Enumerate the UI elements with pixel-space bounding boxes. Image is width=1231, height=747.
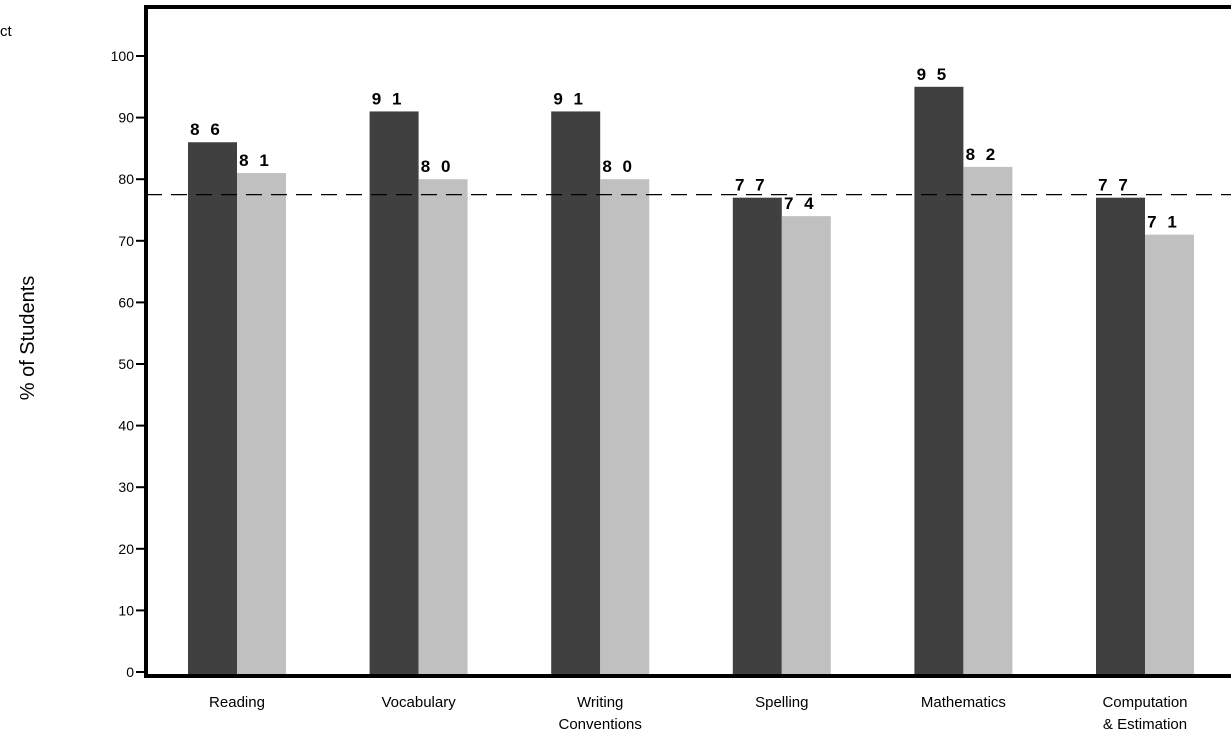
bar [600,179,650,674]
category-label: & Estimation [1103,716,1187,733]
y-tick-label: 10 [118,602,134,618]
bar [418,179,468,674]
bar-value-label: 8 0 [602,157,635,176]
bars-group: 8 68 19 18 09 18 07 77 49 58 27 77 1 [188,65,1194,675]
bar-value-label: 9 5 [917,65,950,84]
bar-value-label: 7 7 [735,176,768,195]
y-tick-label: 30 [118,479,134,495]
bar [188,142,237,675]
bar-value-label: 7 4 [784,194,817,213]
x-axis-labels: Reading Vocabulary Writing Conventions Spell… [209,694,1187,733]
category-label: Conventions [559,716,642,733]
bar [1145,234,1194,674]
bar [963,166,1013,674]
y-axis-title: % of Students [17,276,39,401]
corner-text-fragment: ct [0,23,13,40]
plot-frame [144,5,1231,678]
bar-value-label: 8 1 [239,151,272,170]
y-tick-label: 60 [118,294,134,310]
bar [237,173,286,675]
bar [781,216,831,674]
category-label: Mathematics [921,694,1006,711]
category-label: Spelling [755,694,808,711]
bar-value-label: 7 7 [1098,176,1131,195]
y-tick-label: 90 [118,110,134,126]
bar [914,86,964,675]
y-tick-label: 40 [118,418,134,434]
bar-value-label: 8 2 [966,145,999,164]
bar-value-label: 9 1 [553,89,586,108]
bar-value-label: 9 1 [372,89,405,108]
category-label: Writing [577,694,623,711]
bar [1096,197,1145,674]
bar [551,111,601,674]
category-label: Computation [1102,694,1187,711]
y-tick-label: 80 [118,171,134,187]
y-tick-label: 20 [118,541,134,557]
y-tick-label: 100 [111,48,135,64]
y-axis-ticks: 0 10 20 30 40 50 60 70 80 90 100 [111,48,146,680]
category-label: Vocabulary [381,694,456,711]
bar [369,111,419,674]
bar [732,197,782,674]
bar-value-label: 7 1 [1147,213,1180,232]
bar-value-label: 8 0 [421,157,454,176]
category-label: Reading [209,694,265,711]
y-tick-label: 0 [126,664,134,680]
y-tick-label: 50 [118,356,134,372]
bar-value-label: 8 6 [190,120,223,139]
y-tick-label: 70 [118,233,134,249]
